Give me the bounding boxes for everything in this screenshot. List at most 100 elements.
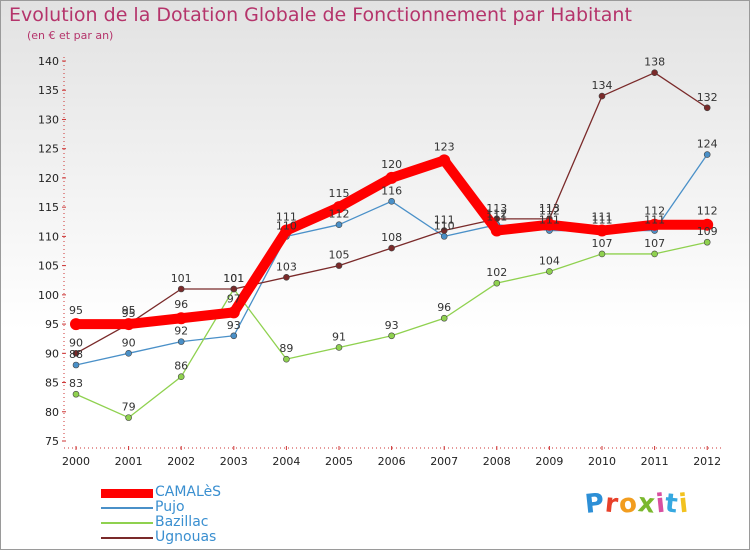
x-tick-label: 2002 <box>167 455 195 468</box>
data-label: 107 <box>592 237 613 250</box>
x-tick-label: 2007 <box>430 455 458 468</box>
data-label: 90 <box>122 336 136 349</box>
data-point <box>122 318 135 331</box>
legend-swatch <box>101 522 153 524</box>
data-label: 111 <box>434 214 455 227</box>
y-tick-label: 125 <box>38 143 59 156</box>
data-point <box>703 238 711 246</box>
data-point <box>703 104 711 112</box>
data-label: 96 <box>174 298 188 311</box>
y-tick-label: 75 <box>45 435 59 448</box>
y-tick-label: 85 <box>45 377 59 390</box>
y-tick-label: 105 <box>38 260 59 273</box>
data-label: 112 <box>644 205 665 218</box>
data-label: 109 <box>697 225 718 238</box>
y-tick-label: 140 <box>38 55 59 68</box>
data-point <box>596 224 608 237</box>
data-point <box>125 350 132 357</box>
data-label: 95 <box>122 307 136 320</box>
data-point <box>72 350 80 357</box>
legend-label: Pujo <box>155 499 185 515</box>
x-tick-label: 2006 <box>378 455 406 468</box>
data-label: 116 <box>381 184 402 197</box>
data-label: 103 <box>276 260 297 273</box>
data-label: 97 <box>227 292 241 305</box>
data-label: 89 <box>279 342 293 355</box>
data-point <box>335 262 343 269</box>
x-tick-label: 2011 <box>641 455 669 468</box>
x-tick-label: 2008 <box>483 455 511 468</box>
data-label: 88 <box>69 348 83 361</box>
x-tick-label: 2001 <box>115 455 143 468</box>
y-tick-label: 100 <box>38 289 59 302</box>
series-layer <box>70 69 714 421</box>
legend-swatch <box>101 507 153 509</box>
data-point <box>72 361 80 369</box>
data-label: 79 <box>122 401 136 414</box>
data-point <box>701 218 714 231</box>
data-point <box>490 224 503 237</box>
data-label: 120 <box>381 158 402 171</box>
data-label: 112 <box>329 208 350 221</box>
data-label: 111 <box>644 214 665 227</box>
data-point <box>333 201 345 214</box>
x-tick-label: 2003 <box>220 455 248 468</box>
data-label: 101 <box>223 272 244 285</box>
y-tick-label: 95 <box>45 318 59 331</box>
data-label: 111 <box>592 214 613 227</box>
data-point <box>388 244 395 252</box>
data-point <box>125 414 132 421</box>
chart-axes: 75 80 85 90 95 100 105 110 115 120 125 130 135 140 200… <box>38 55 723 468</box>
data-point <box>651 69 658 76</box>
data-point <box>651 250 658 258</box>
data-label: 95 <box>122 304 136 317</box>
data-label: 111 <box>276 211 297 224</box>
data-point <box>227 306 240 319</box>
data-label: 96 <box>437 301 451 314</box>
data-label: 86 <box>174 360 188 373</box>
data-label: 111 <box>592 211 613 224</box>
data-label: 115 <box>329 187 350 200</box>
chart-subtitle: (en € et par an) <box>27 29 114 42</box>
data-label: 104 <box>539 254 560 267</box>
data-point <box>493 279 501 287</box>
data-label: 134 <box>592 79 613 92</box>
data-label: 102 <box>486 266 507 279</box>
logo-letter: i <box>677 488 691 520</box>
proxiti-logo: Proxiti <box>583 488 691 520</box>
data-point <box>648 218 661 231</box>
data-label: 110 <box>434 219 455 232</box>
data-label: 132 <box>697 91 718 104</box>
data-label: 107 <box>644 237 665 250</box>
data-point <box>175 312 188 325</box>
data-label: 112 <box>486 208 507 221</box>
data-point <box>283 274 290 281</box>
data-label: 91 <box>332 330 346 343</box>
data-point <box>438 154 451 167</box>
data-label: 113 <box>486 202 507 215</box>
data-label: 83 <box>69 377 83 390</box>
legend-swatch <box>101 537 153 539</box>
chart-title: Evolution de la Dotation Globale de Fonc… <box>9 4 632 26</box>
x-tick-label: 2000 <box>62 455 90 468</box>
data-point <box>177 373 185 380</box>
y-tick-label: 110 <box>38 230 59 243</box>
data-point <box>388 332 395 340</box>
data-point <box>230 285 238 293</box>
data-point <box>280 224 293 237</box>
data-point <box>72 390 80 398</box>
x-tick-label: 2010 <box>588 455 616 468</box>
x-tick-label: 2009 <box>535 455 563 468</box>
data-label: 123 <box>434 140 455 153</box>
data-point <box>440 227 448 234</box>
data-point <box>440 233 448 240</box>
data-point <box>598 92 606 100</box>
series-line-ugnouas <box>75 72 708 354</box>
legend-label: Ugnouas <box>155 529 217 545</box>
data-label: 112 <box>539 205 560 218</box>
data-point <box>177 285 185 293</box>
y-tick-label: 115 <box>38 201 59 214</box>
data-label: 108 <box>381 231 402 244</box>
